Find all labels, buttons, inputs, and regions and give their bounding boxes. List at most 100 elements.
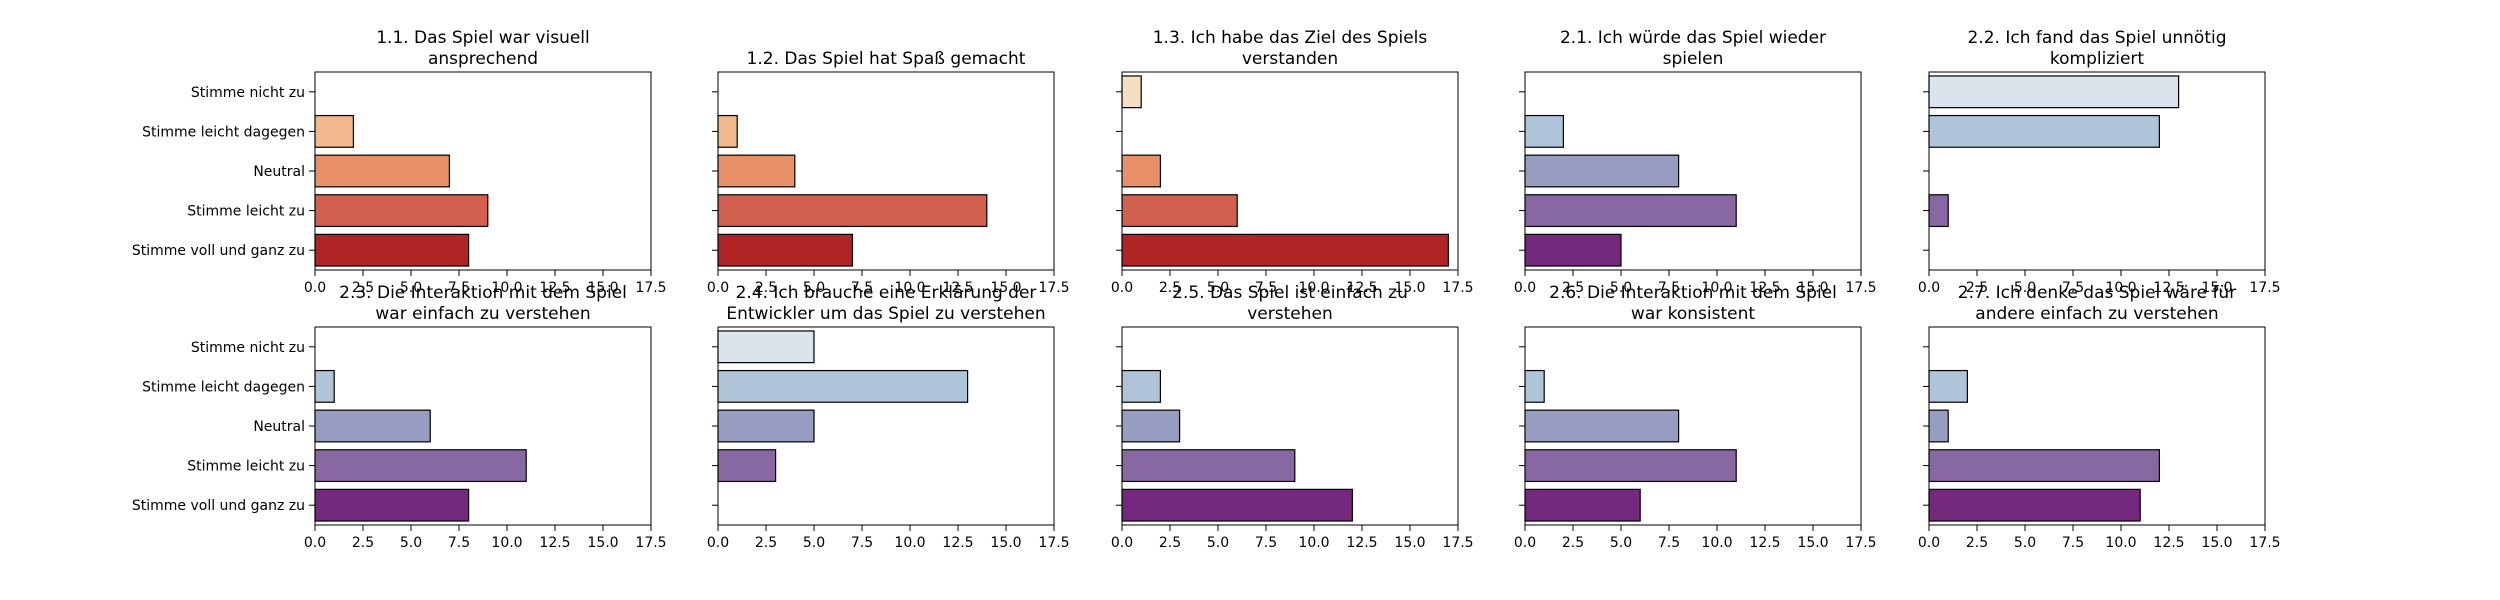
x-tick-label: 7.5	[448, 280, 470, 296]
x-tick-label: 0.0	[707, 280, 729, 296]
bar	[1928, 114, 2160, 148]
x-tick-label: 7.5	[448, 535, 470, 551]
x-tick-label: 10.0	[1701, 280, 1732, 296]
x-tick-label: 5.0	[2014, 535, 2036, 551]
x-tick-label: 15.0	[990, 280, 1021, 296]
bar	[314, 233, 470, 267]
x-tick-label: 12.5	[942, 535, 973, 551]
x-tick-label: 15.0	[587, 535, 618, 551]
x-tick-label: 2.5	[1562, 280, 1584, 296]
bar	[717, 330, 815, 364]
x-tick-label: 15.0	[2201, 535, 2232, 551]
bar	[314, 194, 489, 228]
x-tick-label: 10.0	[2105, 280, 2136, 296]
x-tick-label: 2.5	[1159, 280, 1181, 296]
x-tick-label: 17.5	[1442, 280, 1473, 296]
bar	[1524, 114, 1565, 148]
chart-panel: 0.0 2.5 5.0 7.5 10.0 12.5 15.0 17.5 1.3. Ich hab…	[1111, 28, 1474, 296]
chart-title: 1.1. Das Spiel war visuell ansprechend	[376, 28, 590, 69]
x-tick-label: 7.5	[2062, 280, 2084, 296]
bar	[1121, 154, 1162, 188]
chart-panel: 0.0 2.5 5.0 7.5 10.0 12.5 15.0 17.5 1.2. Das Spi…	[707, 49, 1070, 296]
bar	[1524, 194, 1737, 228]
x-tick-label: 2.5	[1966, 535, 1988, 551]
x-tick-label: 12.5	[1749, 535, 1780, 551]
bar	[717, 154, 796, 188]
chart-title: 2.2. Ich fand das Spiel unnötig komplizie…	[1967, 28, 2226, 69]
y-tick-label: Stimme voll und ganz zu	[132, 498, 305, 514]
x-tick-label: 17.5	[635, 280, 666, 296]
x-tick-label: 7.5	[851, 280, 873, 296]
x-tick-label: 17.5	[2249, 280, 2280, 296]
bar	[1121, 233, 1449, 267]
x-tick-label: 0.0	[1918, 280, 1940, 296]
x-tick-label: 10.0	[1701, 535, 1732, 551]
x-tick-label: 7.5	[1658, 280, 1680, 296]
bar	[1928, 488, 2141, 522]
chart-title: 2.5. Das Spiel ist einfach zu verstehen	[1172, 283, 1408, 324]
x-tick-label: 12.5	[2153, 535, 2184, 551]
x-tick-label: 0.0	[1111, 280, 1133, 296]
x-tick-label: 10.0	[491, 535, 522, 551]
chart-panel: Stimme nicht zu Stimme leicht dagegen Neut…	[132, 28, 667, 296]
x-tick-label: 12.5	[1346, 280, 1377, 296]
x-tick-label: 10.0	[1298, 535, 1329, 551]
x-tick-label: 5.0	[1610, 280, 1632, 296]
x-tick-label: 5.0	[1207, 280, 1229, 296]
x-tick-label: 2.5	[1966, 280, 1988, 296]
x-tick-label: 17.5	[1845, 280, 1876, 296]
x-tick-label: 12.5	[1346, 535, 1377, 551]
chart-title: 1.3. Ich habe das Ziel des Spiels verstan…	[1153, 28, 1428, 69]
bar	[1928, 369, 1969, 403]
x-tick-label: 0.0	[1514, 280, 1536, 296]
bar	[314, 488, 470, 522]
y-tick-label: Stimme leicht dagegen	[142, 379, 305, 395]
bar	[1524, 449, 1737, 483]
x-tick-label: 12.5	[2153, 280, 2184, 296]
x-tick-label: 5.0	[803, 280, 825, 296]
x-tick-label: 5.0	[400, 280, 422, 296]
bar	[717, 114, 738, 148]
y-tick-label: Stimme voll und ganz zu	[132, 243, 305, 259]
bar	[1524, 409, 1680, 443]
x-tick-label: 0.0	[1514, 535, 1536, 551]
x-tick-label: 15.0	[2201, 280, 2232, 296]
bar	[717, 449, 777, 483]
bar	[1121, 488, 1353, 522]
x-tick-label: 12.5	[1749, 280, 1780, 296]
bar	[314, 154, 450, 188]
x-tick-label: 2.5	[755, 535, 777, 551]
chart-panel: Stimme nicht zu Stimme leicht dagegen Neut…	[132, 283, 667, 551]
chart-title: 2.4. Ich brauche eine Erklärung der Entwi…	[726, 283, 1045, 324]
bar	[314, 369, 335, 403]
y-tick-label: Stimme nicht zu	[191, 340, 305, 356]
x-tick-label: 7.5	[851, 535, 873, 551]
bar	[1121, 449, 1296, 483]
chart-panel: 0.0 2.5 5.0 7.5 10.0 12.5 15.0 17.5 2.1. Ich wür…	[1514, 28, 1877, 296]
chart-panel: 0.0 2.5 5.0 7.5 10.0 12.5 15.0 17.5 2.7. Ich den…	[1918, 283, 2281, 551]
x-tick-label: 15.0	[1394, 535, 1425, 551]
bar	[1121, 194, 1238, 228]
x-tick-label: 0.0	[1918, 535, 1940, 551]
bar	[717, 233, 853, 267]
x-tick-label: 15.0	[1394, 280, 1425, 296]
x-tick-label: 15.0	[587, 280, 618, 296]
x-tick-label: 0.0	[304, 535, 326, 551]
chart-title: 2.3. Die Interaktion mit dem Spiel war ei…	[339, 283, 627, 324]
x-tick-label: 5.0	[400, 535, 422, 551]
chart-title: 1.2. Das Spiel hat Spaß gemacht	[747, 49, 1026, 69]
bar	[1524, 154, 1680, 188]
x-tick-label: 17.5	[1038, 535, 1069, 551]
y-tick-label: Neutral	[253, 419, 305, 435]
bar	[717, 409, 815, 443]
x-tick-label: 2.5	[352, 280, 374, 296]
x-tick-label: 12.5	[539, 280, 570, 296]
chart-panel: 0.0 2.5 5.0 7.5 10.0 12.5 15.0 17.5 2.5. Das Spi…	[1111, 283, 1474, 551]
x-tick-label: 17.5	[1038, 280, 1069, 296]
bar	[1121, 409, 1181, 443]
x-tick-label: 5.0	[2014, 280, 2036, 296]
bar	[314, 449, 527, 483]
bar	[1121, 75, 1142, 109]
x-tick-label: 10.0	[2105, 535, 2136, 551]
x-tick-label: 2.5	[755, 280, 777, 296]
